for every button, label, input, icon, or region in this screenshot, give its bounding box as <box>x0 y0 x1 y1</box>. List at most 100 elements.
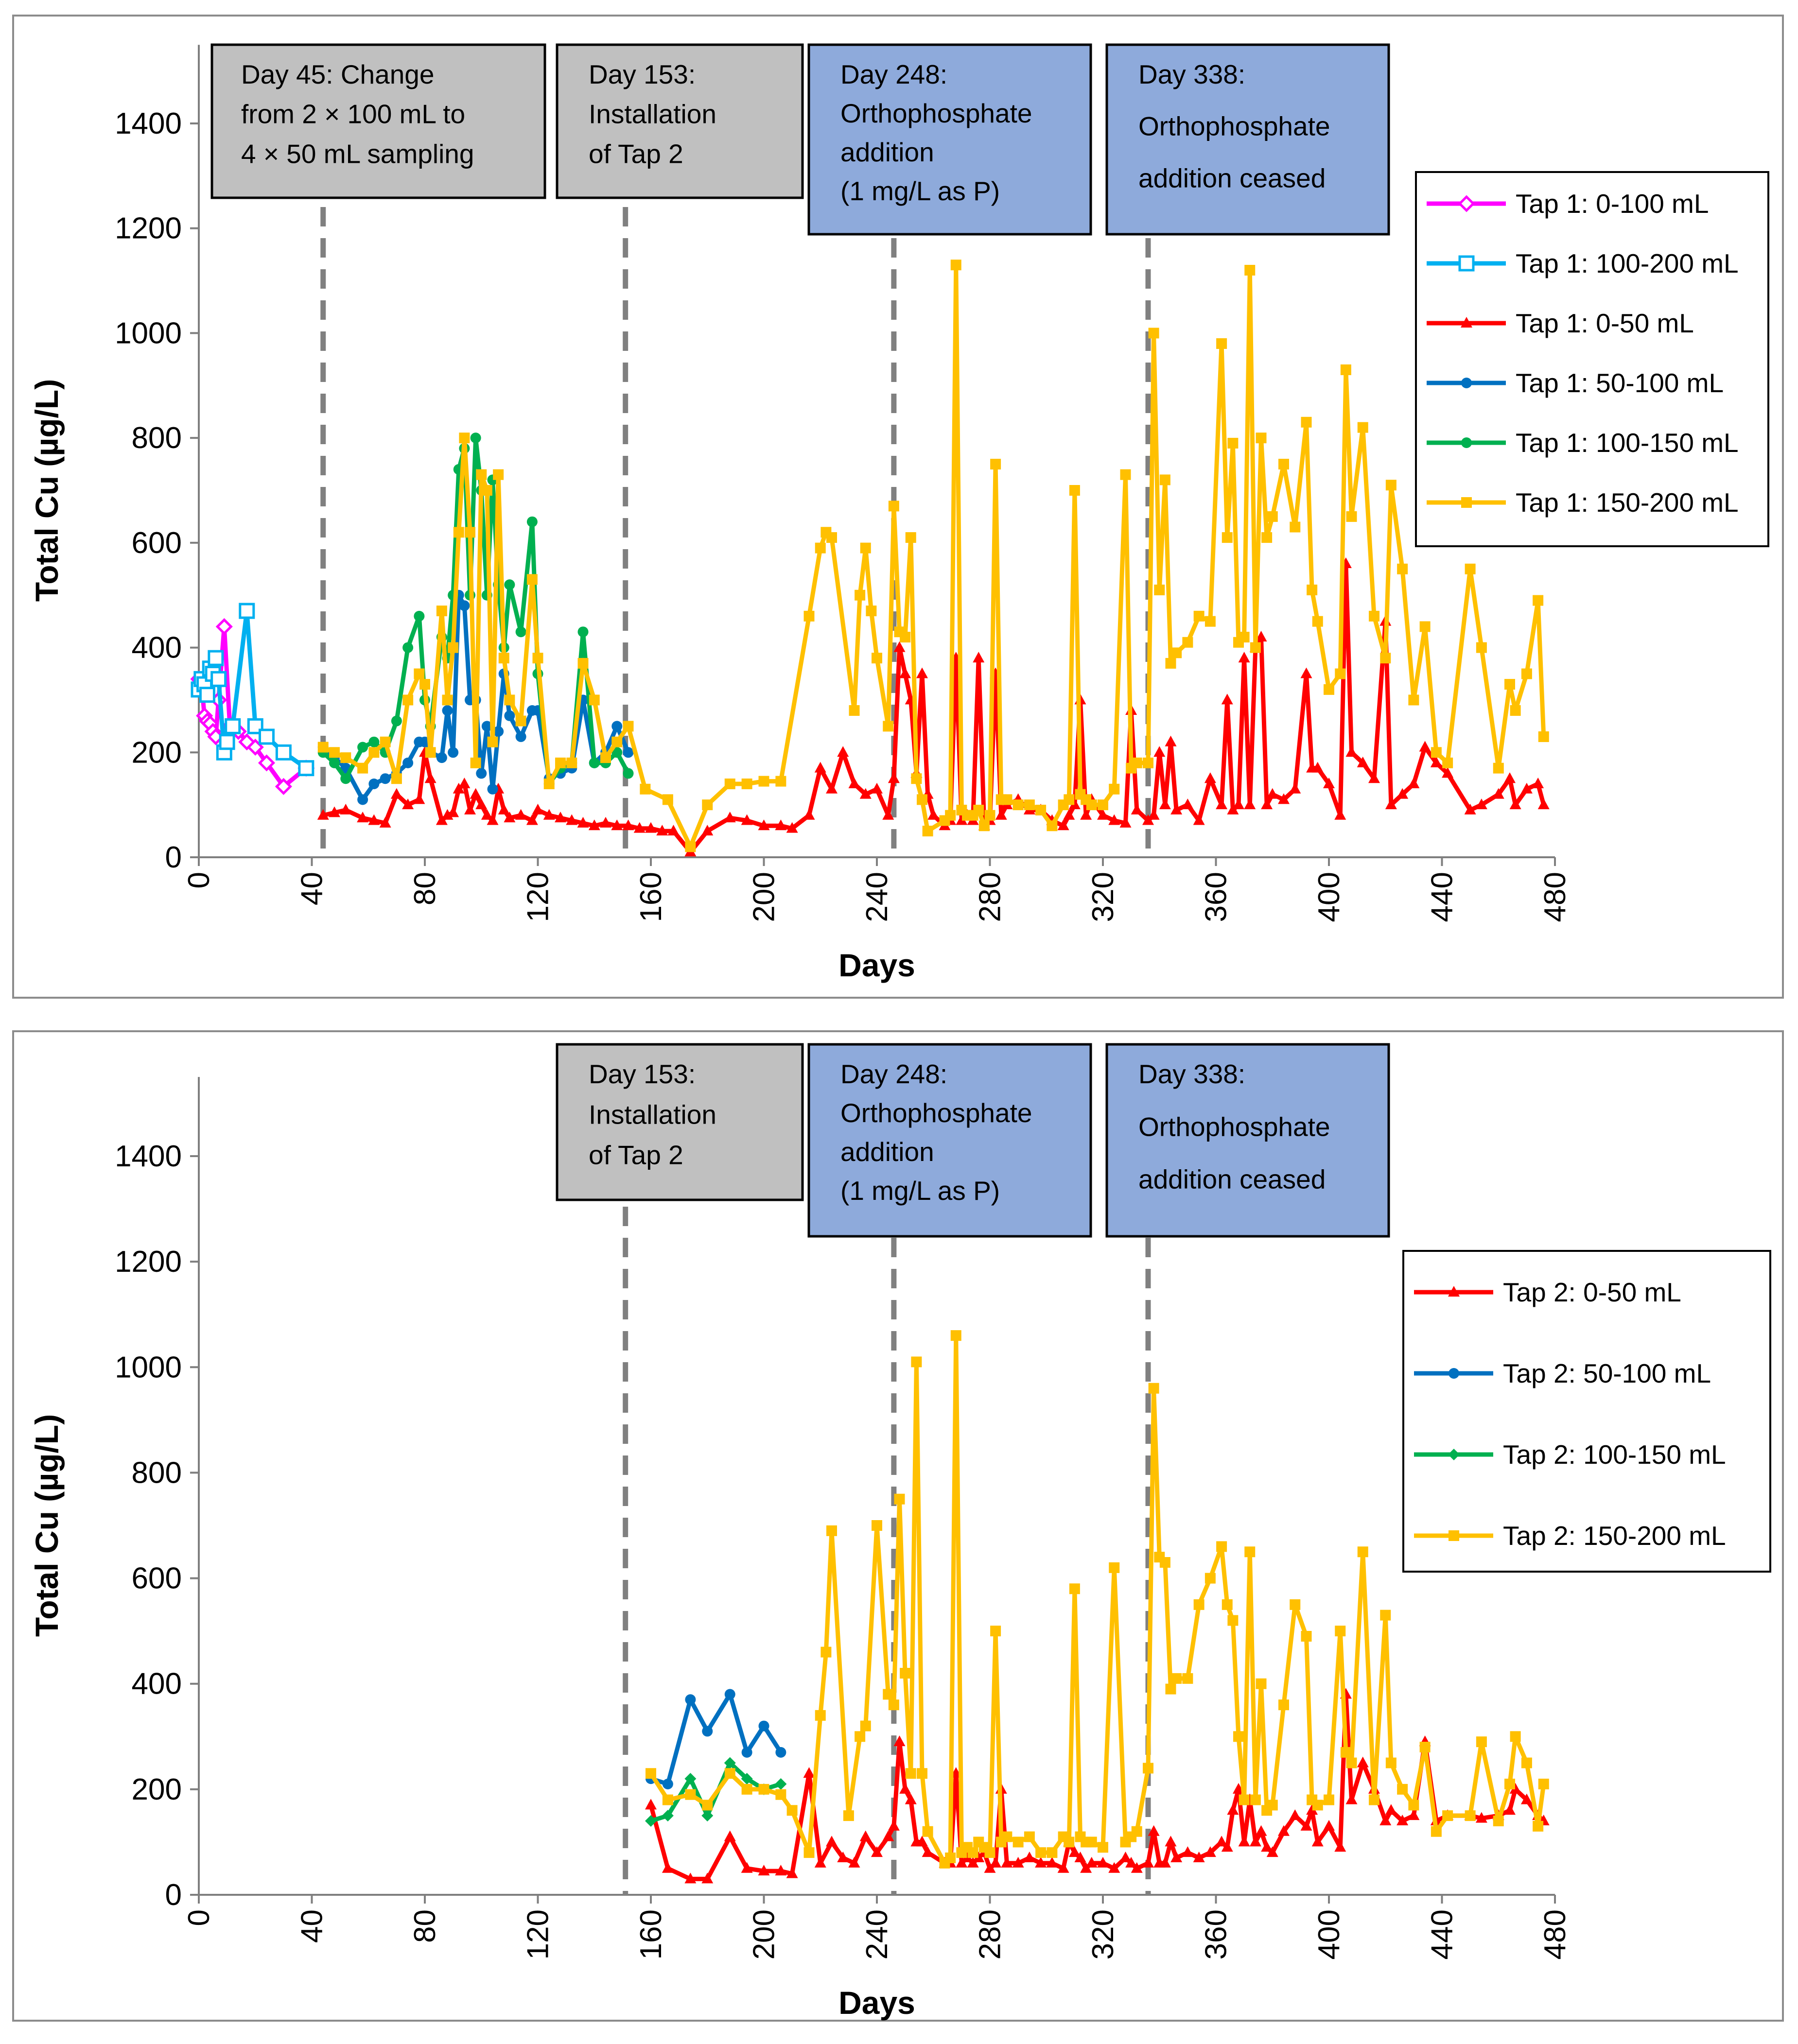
data-point <box>1001 1856 1013 1868</box>
data-point <box>814 762 826 773</box>
data-point <box>1238 652 1250 663</box>
data-point <box>1035 804 1047 815</box>
data-point <box>577 626 589 638</box>
data-point <box>329 747 340 758</box>
data-point <box>476 768 487 779</box>
data-point <box>459 433 470 444</box>
data-point <box>656 825 668 836</box>
data-point <box>340 752 351 763</box>
data-point <box>741 1747 752 1758</box>
data-point <box>888 1819 900 1831</box>
data-point <box>701 1872 714 1884</box>
data-point <box>724 779 735 789</box>
legend-label: Tap 1: 150-200 mL <box>1516 487 1739 518</box>
data-point <box>859 1830 872 1841</box>
data-point <box>1493 1816 1504 1826</box>
data-point <box>860 542 871 554</box>
annotation-text: Day 248: <box>840 1059 947 1089</box>
data-point <box>623 747 634 758</box>
data-point <box>1385 480 1397 491</box>
data-point <box>1266 788 1278 799</box>
data-point <box>1290 521 1301 533</box>
y-tick-label: 200 <box>132 1773 182 1806</box>
y-tick-label: 1400 <box>115 1140 182 1173</box>
data-point <box>543 809 555 820</box>
data-point <box>448 747 459 758</box>
legend-label: Tap 1: 0-50 mL <box>1516 308 1694 338</box>
annotation-text: addition ceased <box>1138 163 1326 193</box>
data-point <box>1143 1763 1153 1774</box>
data-point <box>1097 809 1109 820</box>
x-tick-label: 120 <box>522 1909 555 1959</box>
y-tick-label: 1200 <box>115 1245 182 1279</box>
data-point <box>436 752 447 763</box>
legend-swatch-marker <box>1458 255 1475 272</box>
data-point <box>1165 1683 1176 1695</box>
data-point <box>1334 1841 1346 1852</box>
data-point <box>1520 782 1533 794</box>
annotation-text: 4 × 50 mL sampling <box>241 139 474 169</box>
data-point <box>1131 757 1142 768</box>
data-point <box>1300 667 1312 678</box>
data-point <box>402 798 414 810</box>
data-point <box>515 731 526 742</box>
annotation-text: of Tap 2 <box>589 1140 683 1170</box>
data-point <box>1047 1847 1058 1858</box>
data-point <box>1119 1852 1132 1862</box>
data-point <box>600 816 611 828</box>
data-point <box>1385 798 1397 810</box>
data-point <box>1108 814 1120 825</box>
data-point <box>888 1699 899 1711</box>
data-point <box>883 721 894 732</box>
data-point <box>1538 1779 1549 1789</box>
data-point <box>611 721 623 732</box>
data-point <box>1431 747 1442 758</box>
data-point <box>589 694 600 706</box>
data-point <box>1345 746 1358 757</box>
data-point <box>555 757 566 768</box>
data-point <box>950 260 961 271</box>
data-point <box>1312 1800 1323 1811</box>
x-tick-label: 240 <box>860 872 894 922</box>
data-point <box>775 1865 787 1876</box>
data-point <box>984 810 995 821</box>
annotation-box <box>210 43 546 199</box>
data-point <box>1165 735 1177 746</box>
data-point <box>702 799 713 811</box>
data-point <box>1537 798 1550 810</box>
data-point <box>611 736 623 747</box>
data-point <box>239 603 255 619</box>
data-point <box>1250 1794 1261 1805</box>
data-point <box>640 783 651 795</box>
x-tick-label: 160 <box>634 872 668 922</box>
data-point <box>1057 1862 1069 1873</box>
data-point <box>1035 1856 1047 1868</box>
data-point <box>1193 610 1204 622</box>
x-tick-label: 200 <box>748 1909 781 1959</box>
data-point <box>1142 1856 1154 1868</box>
x-tick-label: 400 <box>1312 1909 1346 1959</box>
data-point <box>1278 1699 1289 1711</box>
data-point <box>577 816 589 828</box>
series-group <box>646 1689 786 1789</box>
data-point <box>1085 1856 1098 1868</box>
data-point <box>826 782 838 794</box>
data-point <box>448 642 459 653</box>
data-point <box>199 687 215 703</box>
data-point <box>1222 1599 1233 1610</box>
data-point <box>379 816 391 828</box>
annotation-text: Orthophosphate <box>1138 1111 1330 1142</box>
data-point <box>1068 798 1081 810</box>
data-point <box>1334 809 1346 820</box>
data-point <box>1380 1610 1391 1621</box>
data-point <box>1068 1846 1081 1857</box>
data-point <box>1509 1783 1521 1794</box>
data-point <box>888 772 900 783</box>
data-point <box>1340 1747 1351 1758</box>
data-point <box>882 1830 894 1841</box>
data-point <box>1086 1836 1097 1848</box>
x-tick-label: 440 <box>1426 1909 1459 1959</box>
data-point <box>487 736 498 747</box>
data-point <box>1035 1847 1047 1858</box>
data-point <box>1465 563 1476 574</box>
